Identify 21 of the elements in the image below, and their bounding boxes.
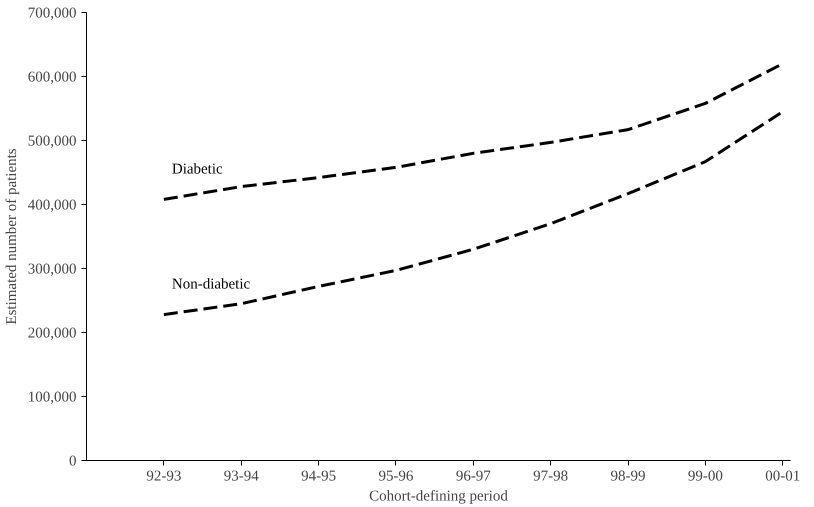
x-tick-label: 93-94 — [224, 468, 260, 484]
x-tick-label: 99-00 — [688, 468, 723, 484]
y-tick-label: 600,000 — [28, 70, 76, 86]
x-tick-label: 98-99 — [610, 468, 646, 484]
series-label: Diabetic — [172, 161, 224, 178]
y-tick-label: 700,000 — [28, 6, 76, 22]
y-tick-label: 400,000 — [28, 198, 76, 214]
x-axis-title: Cohort-defining period — [369, 488, 508, 504]
x-tick-label: 00-01 — [765, 468, 800, 484]
y-tick-label: 200,000 — [28, 326, 76, 342]
x-tick-label: 92-93 — [146, 468, 182, 484]
x-tick-label: 97-98 — [533, 468, 568, 484]
x-tick-label: 96-97 — [456, 468, 492, 484]
y-tick-label: 100,000 — [28, 390, 76, 406]
y-tick-label: 500,000 — [28, 134, 76, 150]
y-tick-label: 300,000 — [28, 262, 76, 278]
x-tick-label: 94-95 — [301, 468, 336, 484]
y-tick-label: 0 — [69, 454, 76, 470]
series-label: Non-diabetic — [172, 276, 251, 293]
y-axis-title: Estimated number of patients — [4, 148, 20, 325]
x-tick-label: 95-96 — [378, 468, 414, 484]
